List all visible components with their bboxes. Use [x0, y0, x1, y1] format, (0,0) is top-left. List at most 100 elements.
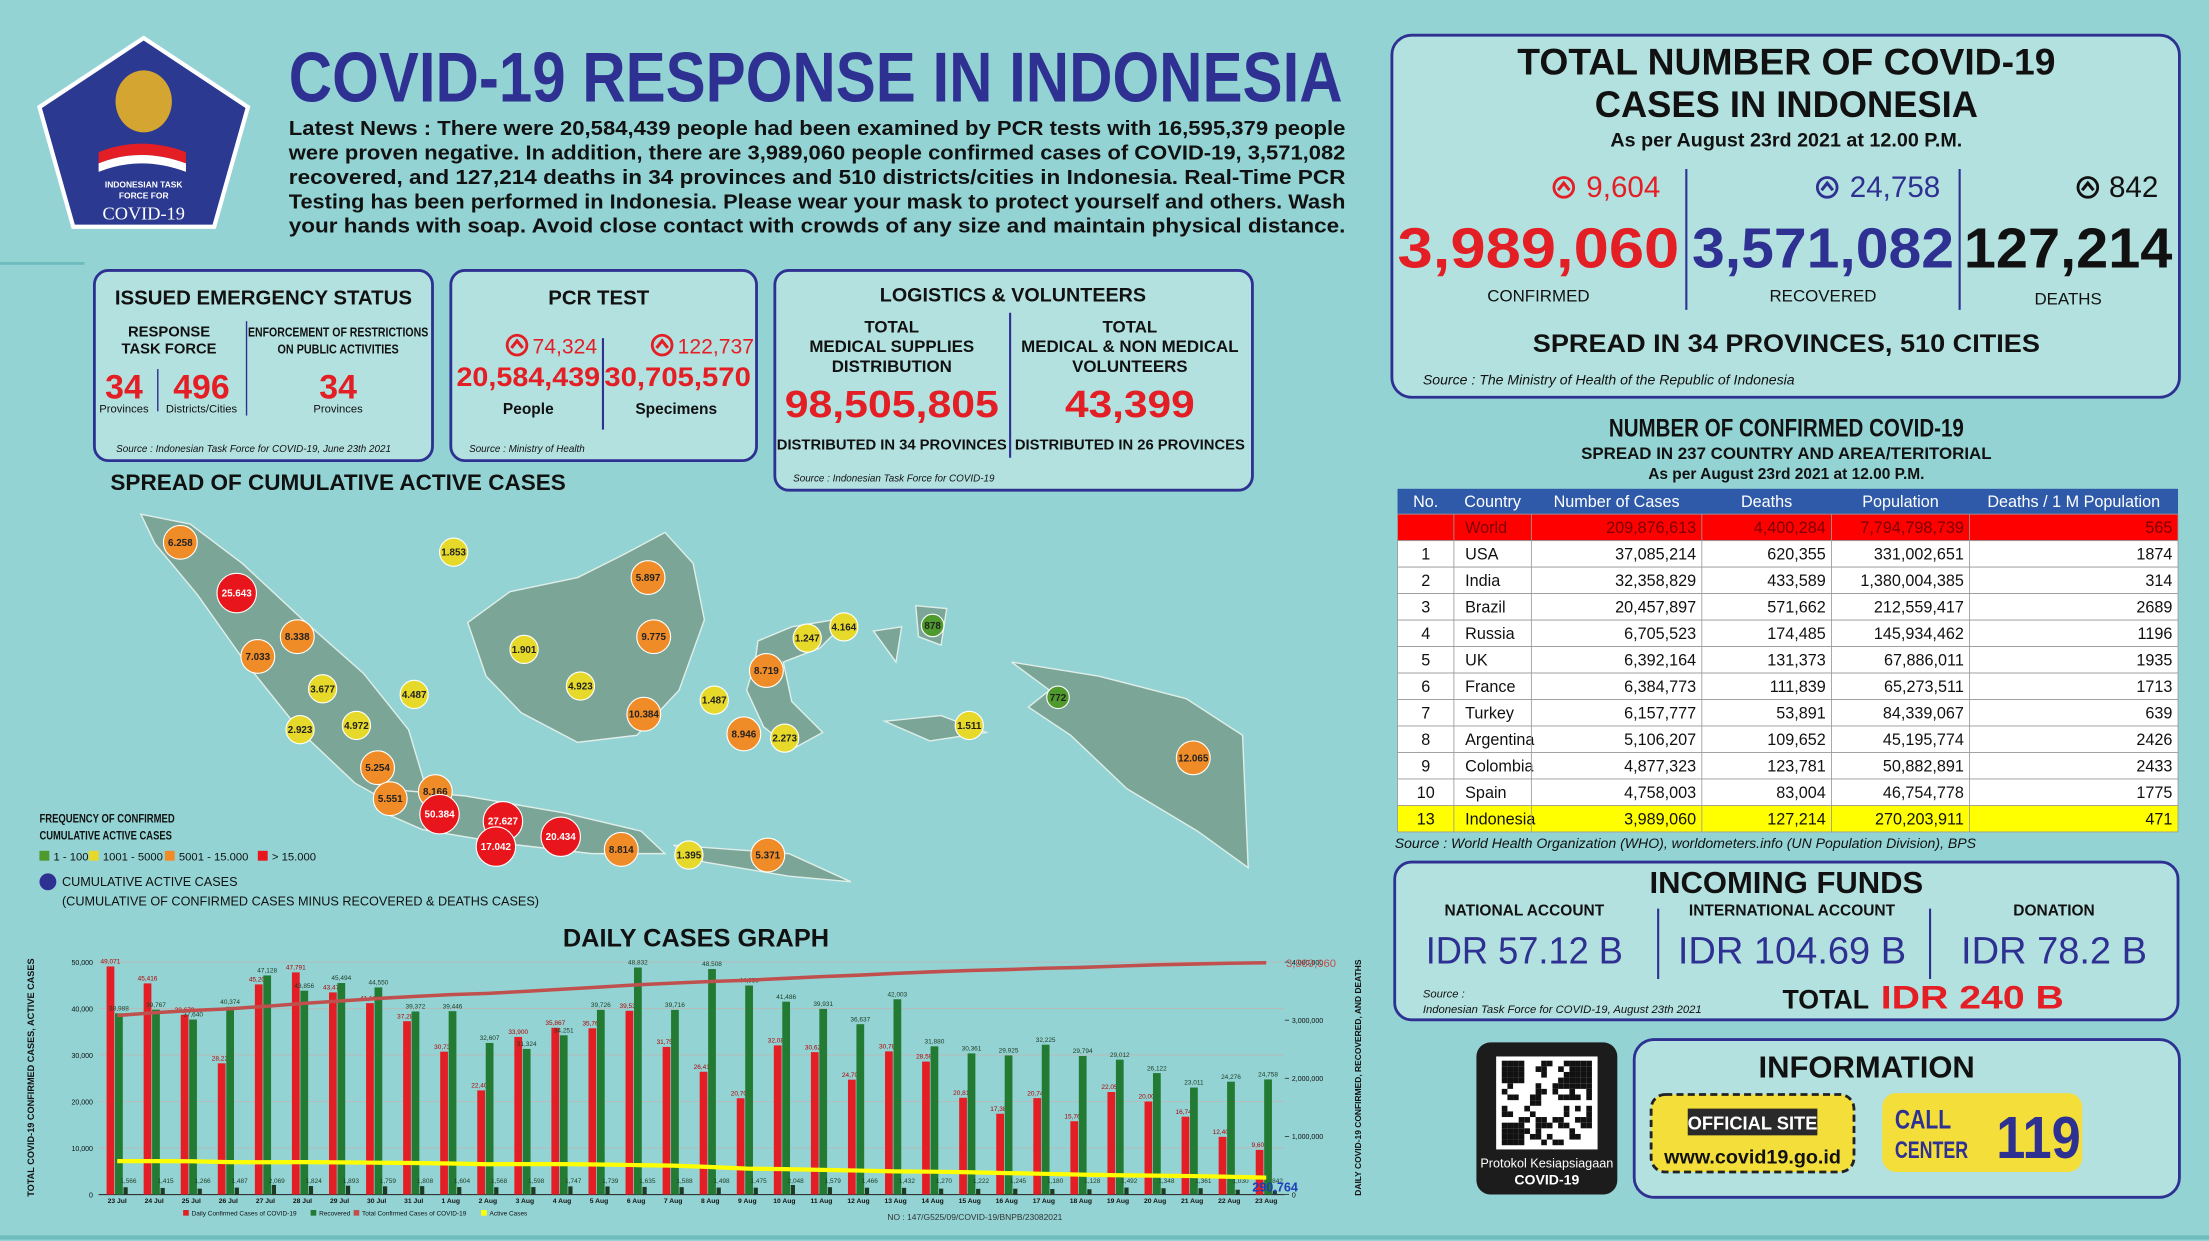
y-tick-label: 50,000	[71, 960, 93, 967]
qr-cell	[1524, 1128, 1530, 1134]
bar-label: 37,284	[397, 1013, 417, 1020]
bubble-label: 2.923	[288, 725, 313, 736]
decor	[0, 1235, 2209, 1240]
qr-cell	[1569, 1066, 1576, 1072]
bar-label: 43,479	[323, 985, 343, 992]
map-bubble	[920, 613, 945, 638]
qr-cell	[1575, 1060, 1581, 1067]
bubble-label: 3.677	[310, 684, 335, 695]
qr-cell	[1580, 1077, 1587, 1084]
bar	[1087, 1189, 1092, 1195]
bar	[374, 987, 383, 1195]
bar-label: 29,925	[999, 1048, 1019, 1055]
bar-label: 22,053	[1101, 1084, 1121, 1091]
bubble-label: 1.511	[957, 721, 982, 732]
x-tick-label: 29 Jul	[330, 1198, 349, 1205]
cell: 174,485	[1767, 625, 1826, 643]
bar-label: 32,225	[1036, 1037, 1056, 1044]
cell: 131,373	[1767, 652, 1826, 670]
cell: 123,781	[1767, 758, 1826, 776]
map-bubble	[509, 634, 539, 665]
cell: 7	[1421, 705, 1430, 723]
qr-cell	[1501, 1060, 1508, 1067]
bar-label: 1,475	[750, 1178, 767, 1185]
qr-cell	[1518, 1077, 1525, 1084]
label: ON PUBLIC ACTIVITIES	[278, 343, 399, 357]
bubble-label: 12.065	[1178, 753, 1209, 764]
bar-label: 17,384	[990, 1106, 1010, 1113]
line-label: 3,989,060	[1286, 958, 1336, 970]
qr-cell	[1558, 1077, 1564, 1084]
table-row	[1397, 805, 2179, 833]
qr-cell	[1580, 1066, 1587, 1072]
increase: 24,758	[1850, 171, 1940, 204]
bar	[217, 1063, 226, 1195]
qr-cell	[1535, 1088, 1542, 1095]
cell: 2426	[2136, 731, 2172, 749]
bar	[976, 1188, 981, 1195]
label: People	[503, 401, 554, 418]
map-bubble	[399, 679, 429, 710]
bar	[1144, 1101, 1153, 1195]
legend-swatch	[481, 1210, 487, 1216]
map-bubble	[1046, 685, 1070, 710]
bar	[959, 1097, 967, 1195]
bar-label: 1,579	[825, 1178, 842, 1185]
bar	[1041, 1044, 1050, 1195]
bar-label: 1,432	[899, 1178, 916, 1185]
cell: 1,380,004,385	[1860, 572, 1964, 590]
bar	[345, 1185, 351, 1195]
bubble-label: 5.551	[378, 794, 403, 805]
bar	[930, 1046, 939, 1195]
bar	[559, 1035, 568, 1195]
total-value: IDR 240 B	[1881, 980, 2064, 1016]
stat-value: 30,705,570	[604, 362, 751, 392]
qr-cell	[1586, 1066, 1592, 1072]
fund-value: IDR 57.12 B	[1426, 931, 1623, 973]
bar	[901, 1187, 907, 1195]
qr-cell	[1535, 1128, 1542, 1134]
qr-cell	[1563, 1105, 1570, 1112]
logo-emblem	[115, 70, 172, 133]
x-tick-label: 2 Aug	[479, 1198, 498, 1205]
label: SPREAD IN 237 COUNTRY AND AREA/TERITORIA…	[1581, 444, 1991, 463]
cell: 471	[2145, 810, 2172, 828]
bar-label: 1,222	[973, 1178, 990, 1185]
island	[1011, 661, 1249, 870]
call-center[interactable]	[1882, 1093, 2083, 1172]
total-label: TOTAL	[1782, 985, 1869, 1015]
y2-tick-label: 1,000,000	[1292, 1134, 1323, 1141]
qr-cell	[1513, 1128, 1519, 1134]
fund-value: IDR 78.2 B	[1961, 931, 2147, 973]
x-tick-label: 3 Aug	[516, 1198, 535, 1205]
qr-cell	[1541, 1071, 1547, 1078]
x-tick-label: 12 Aug	[847, 1198, 869, 1205]
table-title: NUMBER OF CONFIRMED COVID-19	[1609, 415, 1964, 443]
cell: 314	[2145, 572, 2172, 590]
qr-cell	[1563, 1094, 1570, 1101]
bubble-label: 17.042	[481, 842, 512, 853]
bar	[568, 1186, 573, 1195]
cell: 1	[1421, 546, 1430, 564]
x-tick-label: 1 Aug	[442, 1198, 461, 1205]
column-header: Deaths / 1 M Population	[1987, 493, 2160, 511]
legend-swatch	[353, 1210, 360, 1216]
qr-cell	[1513, 1094, 1519, 1101]
map-bubble	[748, 653, 784, 688]
map-bubble	[240, 638, 276, 674]
qr-cell	[1507, 1111, 1514, 1118]
bar-label: 24,709	[842, 1072, 862, 1079]
column-header: No.	[1413, 493, 1438, 511]
bar-label: 1,466	[862, 1178, 879, 1185]
bar	[634, 967, 642, 1195]
cell: 6,392,164	[1624, 652, 1696, 670]
x-tick-label: 17 Aug	[1033, 1198, 1055, 1205]
x-tick-label: 6 Aug	[627, 1198, 646, 1205]
qr-cell	[1575, 1083, 1581, 1089]
qr-cell	[1586, 1060, 1592, 1067]
bar	[996, 1113, 1004, 1195]
qr-cell	[1524, 1105, 1530, 1112]
map-bubble	[674, 840, 704, 870]
label: TOTAL	[1102, 317, 1157, 336]
bar-label: 26,415	[694, 1064, 714, 1071]
